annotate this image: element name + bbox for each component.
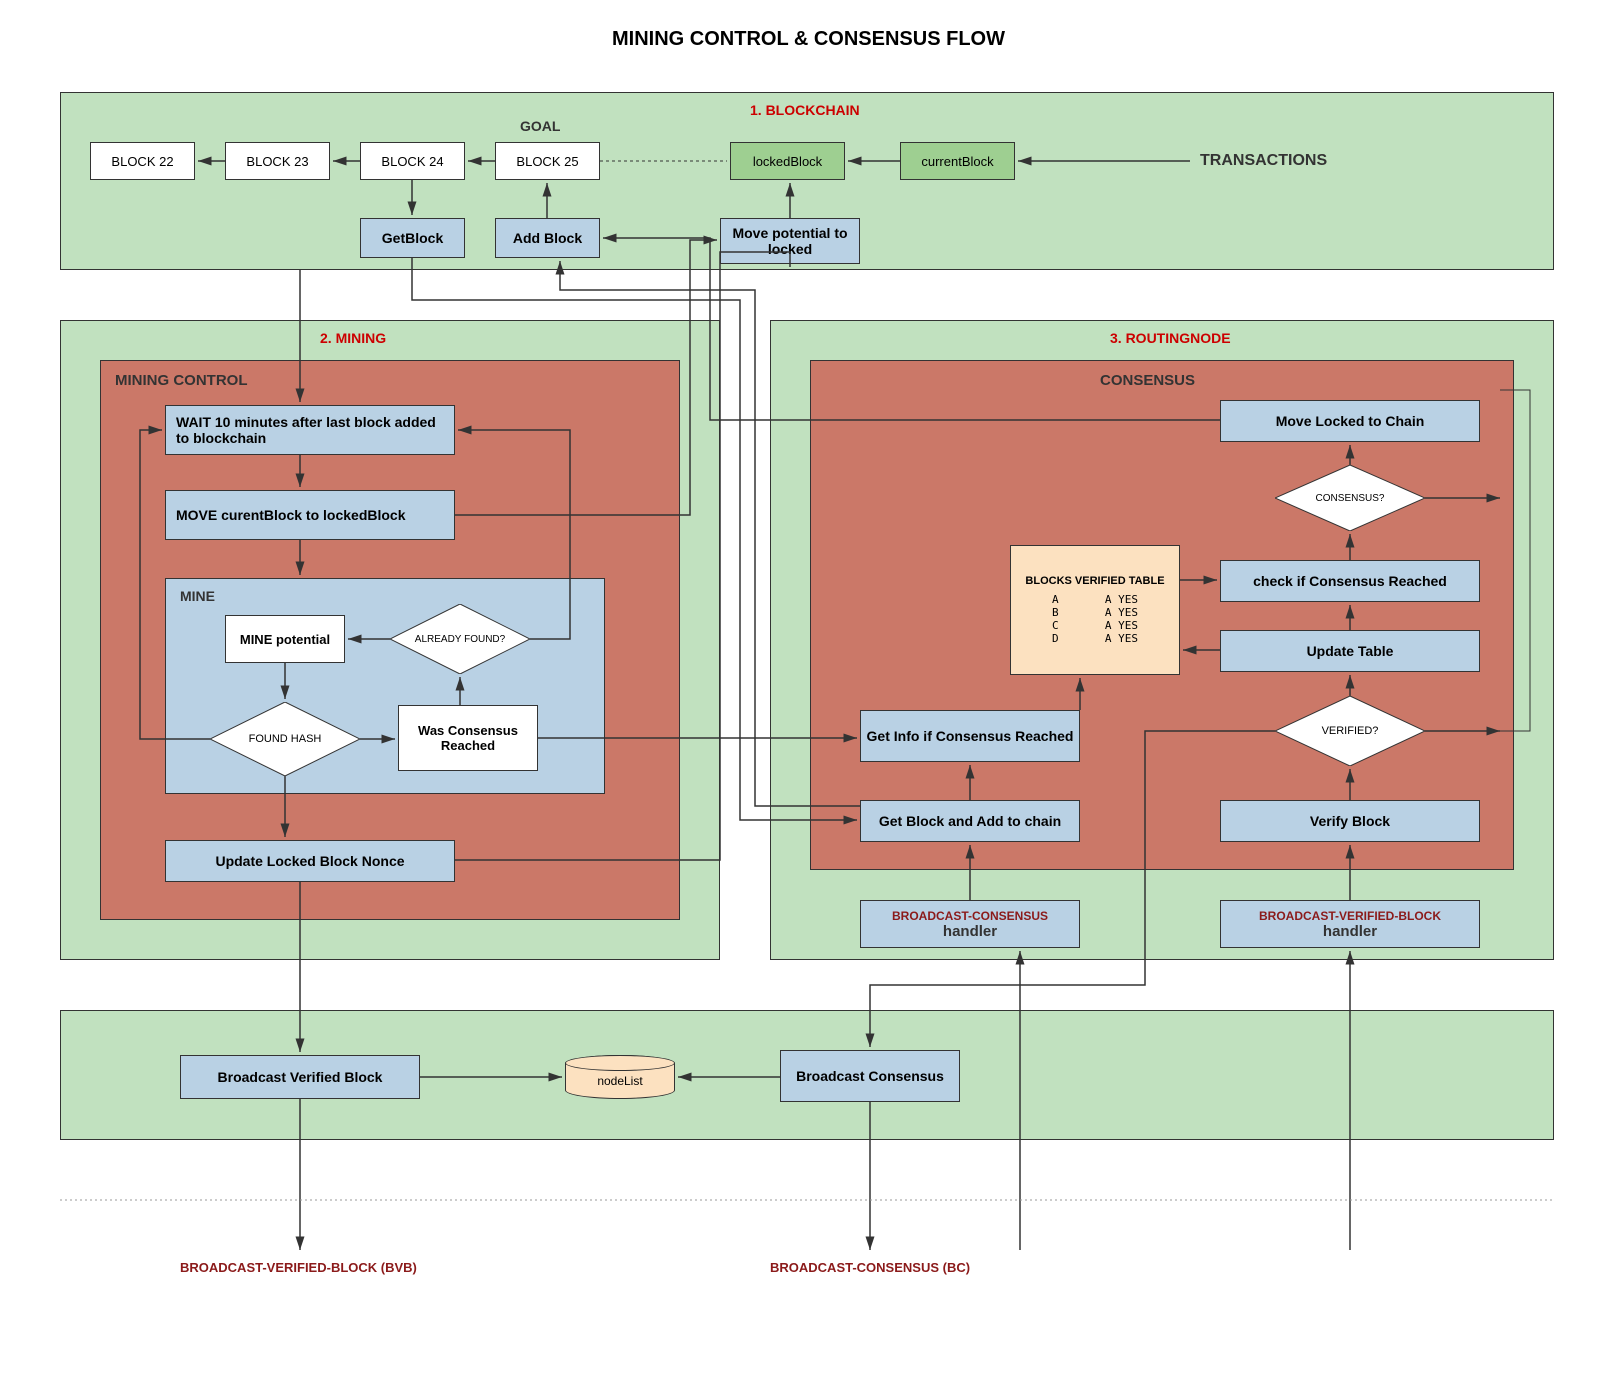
footer-bc: BROADCAST-CONSENSUS (BC) <box>770 1260 970 1275</box>
bvb-handler-sub: handler <box>1323 923 1377 940</box>
move-locked-chain-box: Move Locked to Chain <box>1220 400 1480 442</box>
blockchain-label: 1. BLOCKCHAIN <box>750 102 860 118</box>
verified-diamond: VERIFIED? <box>1275 696 1425 766</box>
update-nonce-box: Update Locked Block Nonce <box>165 840 455 882</box>
was-consensus-box: Was Consensus Reached <box>398 705 538 771</box>
check-consensus-box: check if Consensus Reached <box>1220 560 1480 602</box>
block-23: BLOCK 23 <box>225 142 330 180</box>
blocks-verified-table: BLOCKS VERIFIED TABLE A A YES B A YES C … <box>1010 545 1180 675</box>
nodelist-cylinder: nodeList <box>565 1055 675 1099</box>
page-title: MINING CONTROL & CONSENSUS FLOW <box>0 28 1617 51</box>
consensus-label: CONSENSUS <box>1100 372 1195 389</box>
block-25: BLOCK 25 <box>495 142 600 180</box>
move-current-box: MOVE curentBlock to lockedBlock <box>165 490 455 540</box>
footer-bvb: BROADCAST-VERIFIED-BLOCK (BVB) <box>180 1260 417 1275</box>
locked-block: lockedBlock <box>730 142 845 180</box>
mining-label: 2. MINING <box>320 330 386 346</box>
current-block: currentBlock <box>900 142 1015 180</box>
table-rows: A A YES B A YES C A YES D A YES <box>1052 593 1138 645</box>
mining-control-label: MINING CONTROL <box>115 372 248 389</box>
wait-box: WAIT 10 minutes after last block added t… <box>165 405 455 455</box>
move-potential-box: Move potential to locked <box>720 218 860 264</box>
bc-handler-sub: handler <box>943 923 997 940</box>
block-24: BLOCK 24 <box>360 142 465 180</box>
bvb-handler-box: BROADCAST-VERIFIED-BLOCK handler <box>1220 900 1480 948</box>
goal-label: GOAL <box>520 118 560 134</box>
get-block-add-box: Get Block and Add to chain <box>860 800 1080 842</box>
broadcast-verified-box: Broadcast Verified Block <box>180 1055 420 1099</box>
mine-potential-box: MINE potential <box>225 615 345 663</box>
mine-label: MINE <box>180 588 215 604</box>
block-22: BLOCK 22 <box>90 142 195 180</box>
already-found-diamond: ALREADY FOUND? <box>390 604 530 674</box>
nodelist-label: nodeList <box>597 1074 642 1088</box>
table-title: BLOCKS VERIFIED TABLE <box>1025 575 1164 587</box>
found-hash-diamond: FOUND HASH <box>210 702 360 776</box>
get-info-box: Get Info if Consensus Reached <box>860 710 1080 762</box>
routing-label: 3. ROUTINGNODE <box>1110 330 1231 346</box>
bvb-handler-title: BROADCAST-VERIFIED-BLOCK <box>1259 909 1441 923</box>
transactions-label: TRANSACTIONS <box>1200 152 1327 170</box>
bc-handler-title: BROADCAST-CONSENSUS <box>892 909 1048 923</box>
getblock-box: GetBlock <box>360 218 465 258</box>
bc-handler-box: BROADCAST-CONSENSUS handler <box>860 900 1080 948</box>
broadcast-consensus-box: Broadcast Consensus <box>780 1050 960 1102</box>
update-table-box: Update Table <box>1220 630 1480 672</box>
addblock-box: Add Block <box>495 218 600 258</box>
consensus-diamond: CONSENSUS? <box>1275 465 1425 531</box>
verify-block-box: Verify Block <box>1220 800 1480 842</box>
